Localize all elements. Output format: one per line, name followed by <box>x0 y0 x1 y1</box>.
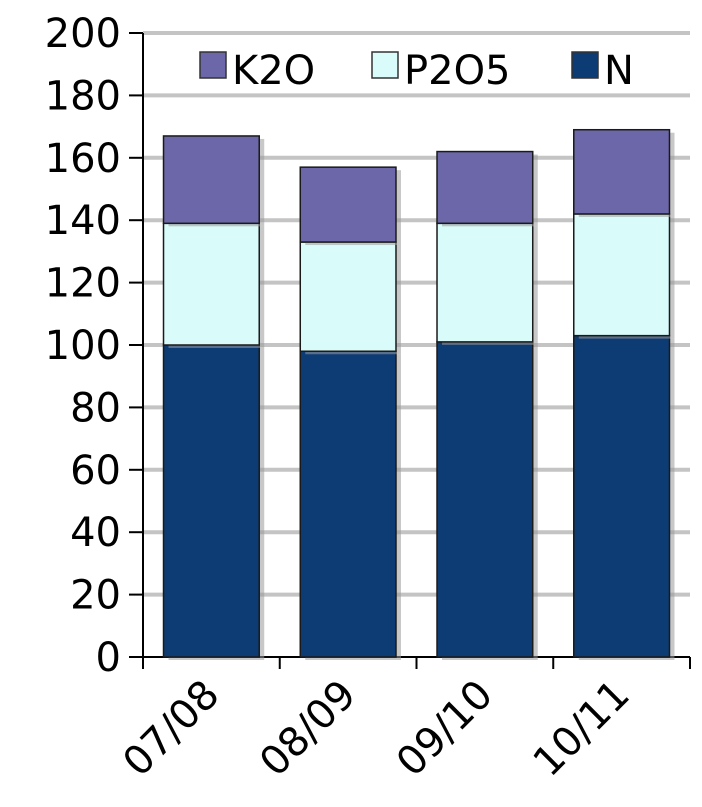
bar-segment-p2o5-3 <box>573 213 671 337</box>
bar-segment-k2o-3 <box>573 128 671 215</box>
y-tick-label: 60 <box>70 448 121 494</box>
x-category-label: 07/08 <box>114 672 228 786</box>
bar-segment-p2o5-2 <box>436 222 534 343</box>
bar-segment-n-3 <box>573 334 671 658</box>
y-tick-label: 0 <box>96 635 121 681</box>
legend-label-n: N <box>604 48 634 94</box>
bar-segment-p2o5-1 <box>299 241 397 352</box>
bar-segment-n-2 <box>436 341 534 658</box>
bar-segment-k2o-0 <box>162 135 260 225</box>
legend: K2O P2O5 N <box>199 48 634 94</box>
y-tick-label: 40 <box>70 510 121 556</box>
bar-segment-n-0 <box>162 344 260 658</box>
y-tick-label: 20 <box>70 573 121 619</box>
y-tick-label: 80 <box>70 385 121 431</box>
y-tick-label: 160 <box>45 136 121 182</box>
bar-segment-k2o-2 <box>436 150 534 225</box>
bars <box>162 128 675 660</box>
legend-swatch-k2o <box>199 51 227 79</box>
legend-label-k2o: K2O <box>232 48 315 94</box>
legend-swatch-n <box>571 51 599 79</box>
bar-segment-p2o5-0 <box>162 222 260 346</box>
y-tick-label: 120 <box>45 261 121 307</box>
legend-label-p2o5: P2O5 <box>404 48 511 94</box>
legend-swatch-p2o5 <box>371 51 399 79</box>
y-tick-label: 200 <box>45 11 121 57</box>
y-tick-label: 140 <box>45 198 121 244</box>
bar-segment-k2o-1 <box>299 166 397 243</box>
x-category-label: 09/10 <box>388 672 502 786</box>
x-category-label: 08/09 <box>251 672 365 786</box>
y-tick-label: 100 <box>45 323 121 369</box>
y-tick-label: 180 <box>45 73 121 119</box>
x-category-label: 10/11 <box>525 672 639 786</box>
bar-segment-n-1 <box>299 350 397 658</box>
